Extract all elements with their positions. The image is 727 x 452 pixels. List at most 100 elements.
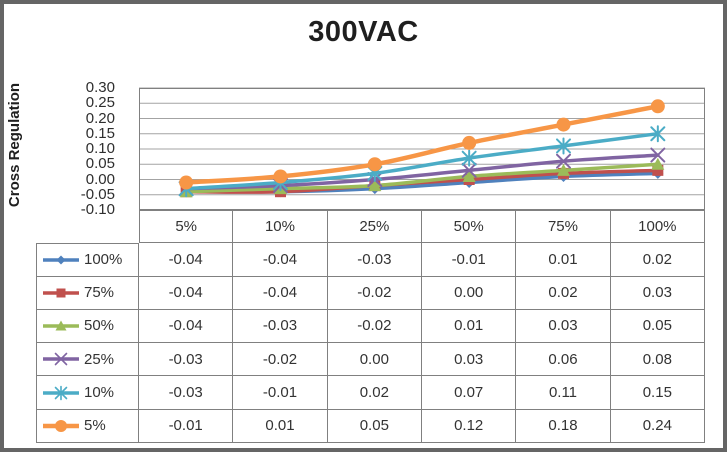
- category-header: 25%: [327, 210, 422, 244]
- value-cell: -0.01: [233, 376, 328, 410]
- series-line-25%: [184, 153, 660, 191]
- category-header: 100%: [610, 210, 705, 244]
- value-cell: 0.01: [516, 243, 611, 277]
- star-marker-icon: [556, 137, 571, 155]
- circle-marker-icon: [55, 419, 67, 432]
- value-cell: -0.01: [422, 243, 517, 277]
- series-name: 10%: [84, 384, 115, 402]
- value-cell: -0.03: [139, 376, 234, 410]
- series-line-50%: [184, 162, 660, 194]
- star-marker-icon: [461, 149, 477, 167]
- legend-cell: 75%: [36, 276, 139, 310]
- circle-marker-icon: [462, 135, 477, 150]
- value-cell: 0.15: [610, 376, 705, 410]
- y-tick-label: 0.10: [85, 140, 115, 157]
- value-cell: 0.00: [422, 276, 517, 310]
- y-tick-label: 0.05: [85, 155, 115, 173]
- circle-marker-icon: [650, 99, 665, 114]
- series-name: 100%: [84, 251, 123, 269]
- triangle-marker-icon: [651, 157, 665, 170]
- diamond-marker-icon: [56, 255, 66, 265]
- y-axis-tick-labels: 0.30 0.25 0.20 0.15 0.10 0.05 0.00 -0.05 -0.10: [53, 4, 115, 448]
- value-cell: 0.01: [233, 409, 328, 443]
- y-tick-label: 0.15: [85, 124, 115, 142]
- square-marker-icon: [56, 288, 66, 298]
- y-tick-label: -0.05: [80, 185, 115, 203]
- category-header: 50%: [422, 210, 517, 244]
- series-key-diamond-icon: [43, 255, 79, 265]
- value-cell: 0.00: [327, 343, 422, 377]
- plot-border: [139, 88, 705, 210]
- x-marker-icon: [650, 147, 666, 163]
- value-cell: -0.02: [327, 276, 422, 310]
- circle-marker-icon: [273, 169, 288, 184]
- y-tick-label: -0.10: [80, 201, 115, 218]
- category-header: 75%: [516, 210, 611, 244]
- value-cell: 0.24: [610, 409, 705, 443]
- value-cell: -0.04: [139, 309, 234, 344]
- category-header: 10%: [233, 210, 328, 244]
- triangle-marker-icon: [462, 169, 476, 182]
- value-cell: 0.05: [610, 309, 705, 344]
- series-key-square-icon: [43, 288, 79, 298]
- x-marker-icon: [54, 352, 68, 366]
- value-cell: -0.03: [327, 243, 422, 277]
- triangle-marker-icon: [557, 163, 570, 176]
- value-cell: 0.01: [422, 309, 517, 344]
- value-cell: 0.08: [610, 343, 705, 377]
- circle-marker-icon: [556, 117, 571, 132]
- star-marker-icon: [54, 385, 68, 400]
- table-corner-cell: [36, 210, 139, 243]
- value-cell: -0.02: [233, 343, 328, 377]
- value-cell: -0.02: [327, 309, 422, 344]
- value-cell: 0.11: [516, 376, 611, 410]
- value-cell: 0.02: [610, 243, 705, 277]
- legend-cell: 25%: [36, 343, 139, 377]
- value-cell: -0.03: [233, 309, 328, 344]
- value-cell: 0.02: [516, 276, 611, 310]
- plot-area: [139, 87, 705, 211]
- value-cell: 0.06: [516, 343, 611, 377]
- legend-cell: 5%: [36, 409, 139, 443]
- value-cell: 0.18: [516, 409, 611, 443]
- y-tick-label: 0.25: [85, 94, 115, 112]
- series-key-star-icon: [43, 385, 79, 400]
- value-cell: -0.04: [139, 243, 234, 277]
- category-header: 5%: [139, 210, 234, 244]
- x-marker-icon: [461, 162, 477, 178]
- y-tick-label: 0.20: [85, 109, 115, 127]
- triangle-marker-icon: [55, 320, 67, 331]
- square-marker-icon: [652, 164, 664, 176]
- y-tick-label: 0.00: [85, 170, 115, 188]
- series-key-circle-icon: [43, 419, 79, 432]
- series-line-5%: [183, 104, 661, 185]
- x-marker-icon: [556, 153, 571, 169]
- value-cell: 0.12: [422, 409, 517, 443]
- value-cell: 0.03: [422, 343, 517, 377]
- series-key-x-icon: [43, 352, 79, 366]
- series-name: 25%: [84, 350, 115, 368]
- chart-title: 300VAC: [308, 16, 419, 48]
- legend-cell: 10%: [36, 376, 139, 410]
- data-table: 5% 10% 25% 50% 75% 100% 100% -0.04 -0.04 -0.03 -0.…: [36, 210, 705, 443]
- series-line-10%: [184, 131, 660, 191]
- circle-marker-icon: [179, 175, 194, 190]
- y-tick-label: 0.30: [85, 79, 115, 96]
- series-name: 5%: [84, 417, 106, 435]
- series-key-triangle-icon: [43, 320, 79, 331]
- value-cell: -0.04: [139, 276, 234, 310]
- value-cell: 0.02: [327, 376, 422, 410]
- series-name: 50%: [84, 317, 115, 335]
- triangle-marker-icon: [368, 179, 382, 192]
- circle-marker-icon: [367, 157, 382, 172]
- value-cell: -0.03: [139, 343, 234, 377]
- value-cell: 0.07: [422, 376, 517, 410]
- value-cell: -0.04: [233, 276, 328, 310]
- series-name: 75%: [84, 284, 115, 302]
- value-cell: -0.01: [139, 409, 234, 443]
- legend-cell: 100%: [36, 243, 139, 277]
- star-marker-icon: [650, 125, 666, 143]
- value-cell: 0.03: [516, 309, 611, 344]
- value-cell: 0.03: [610, 276, 705, 310]
